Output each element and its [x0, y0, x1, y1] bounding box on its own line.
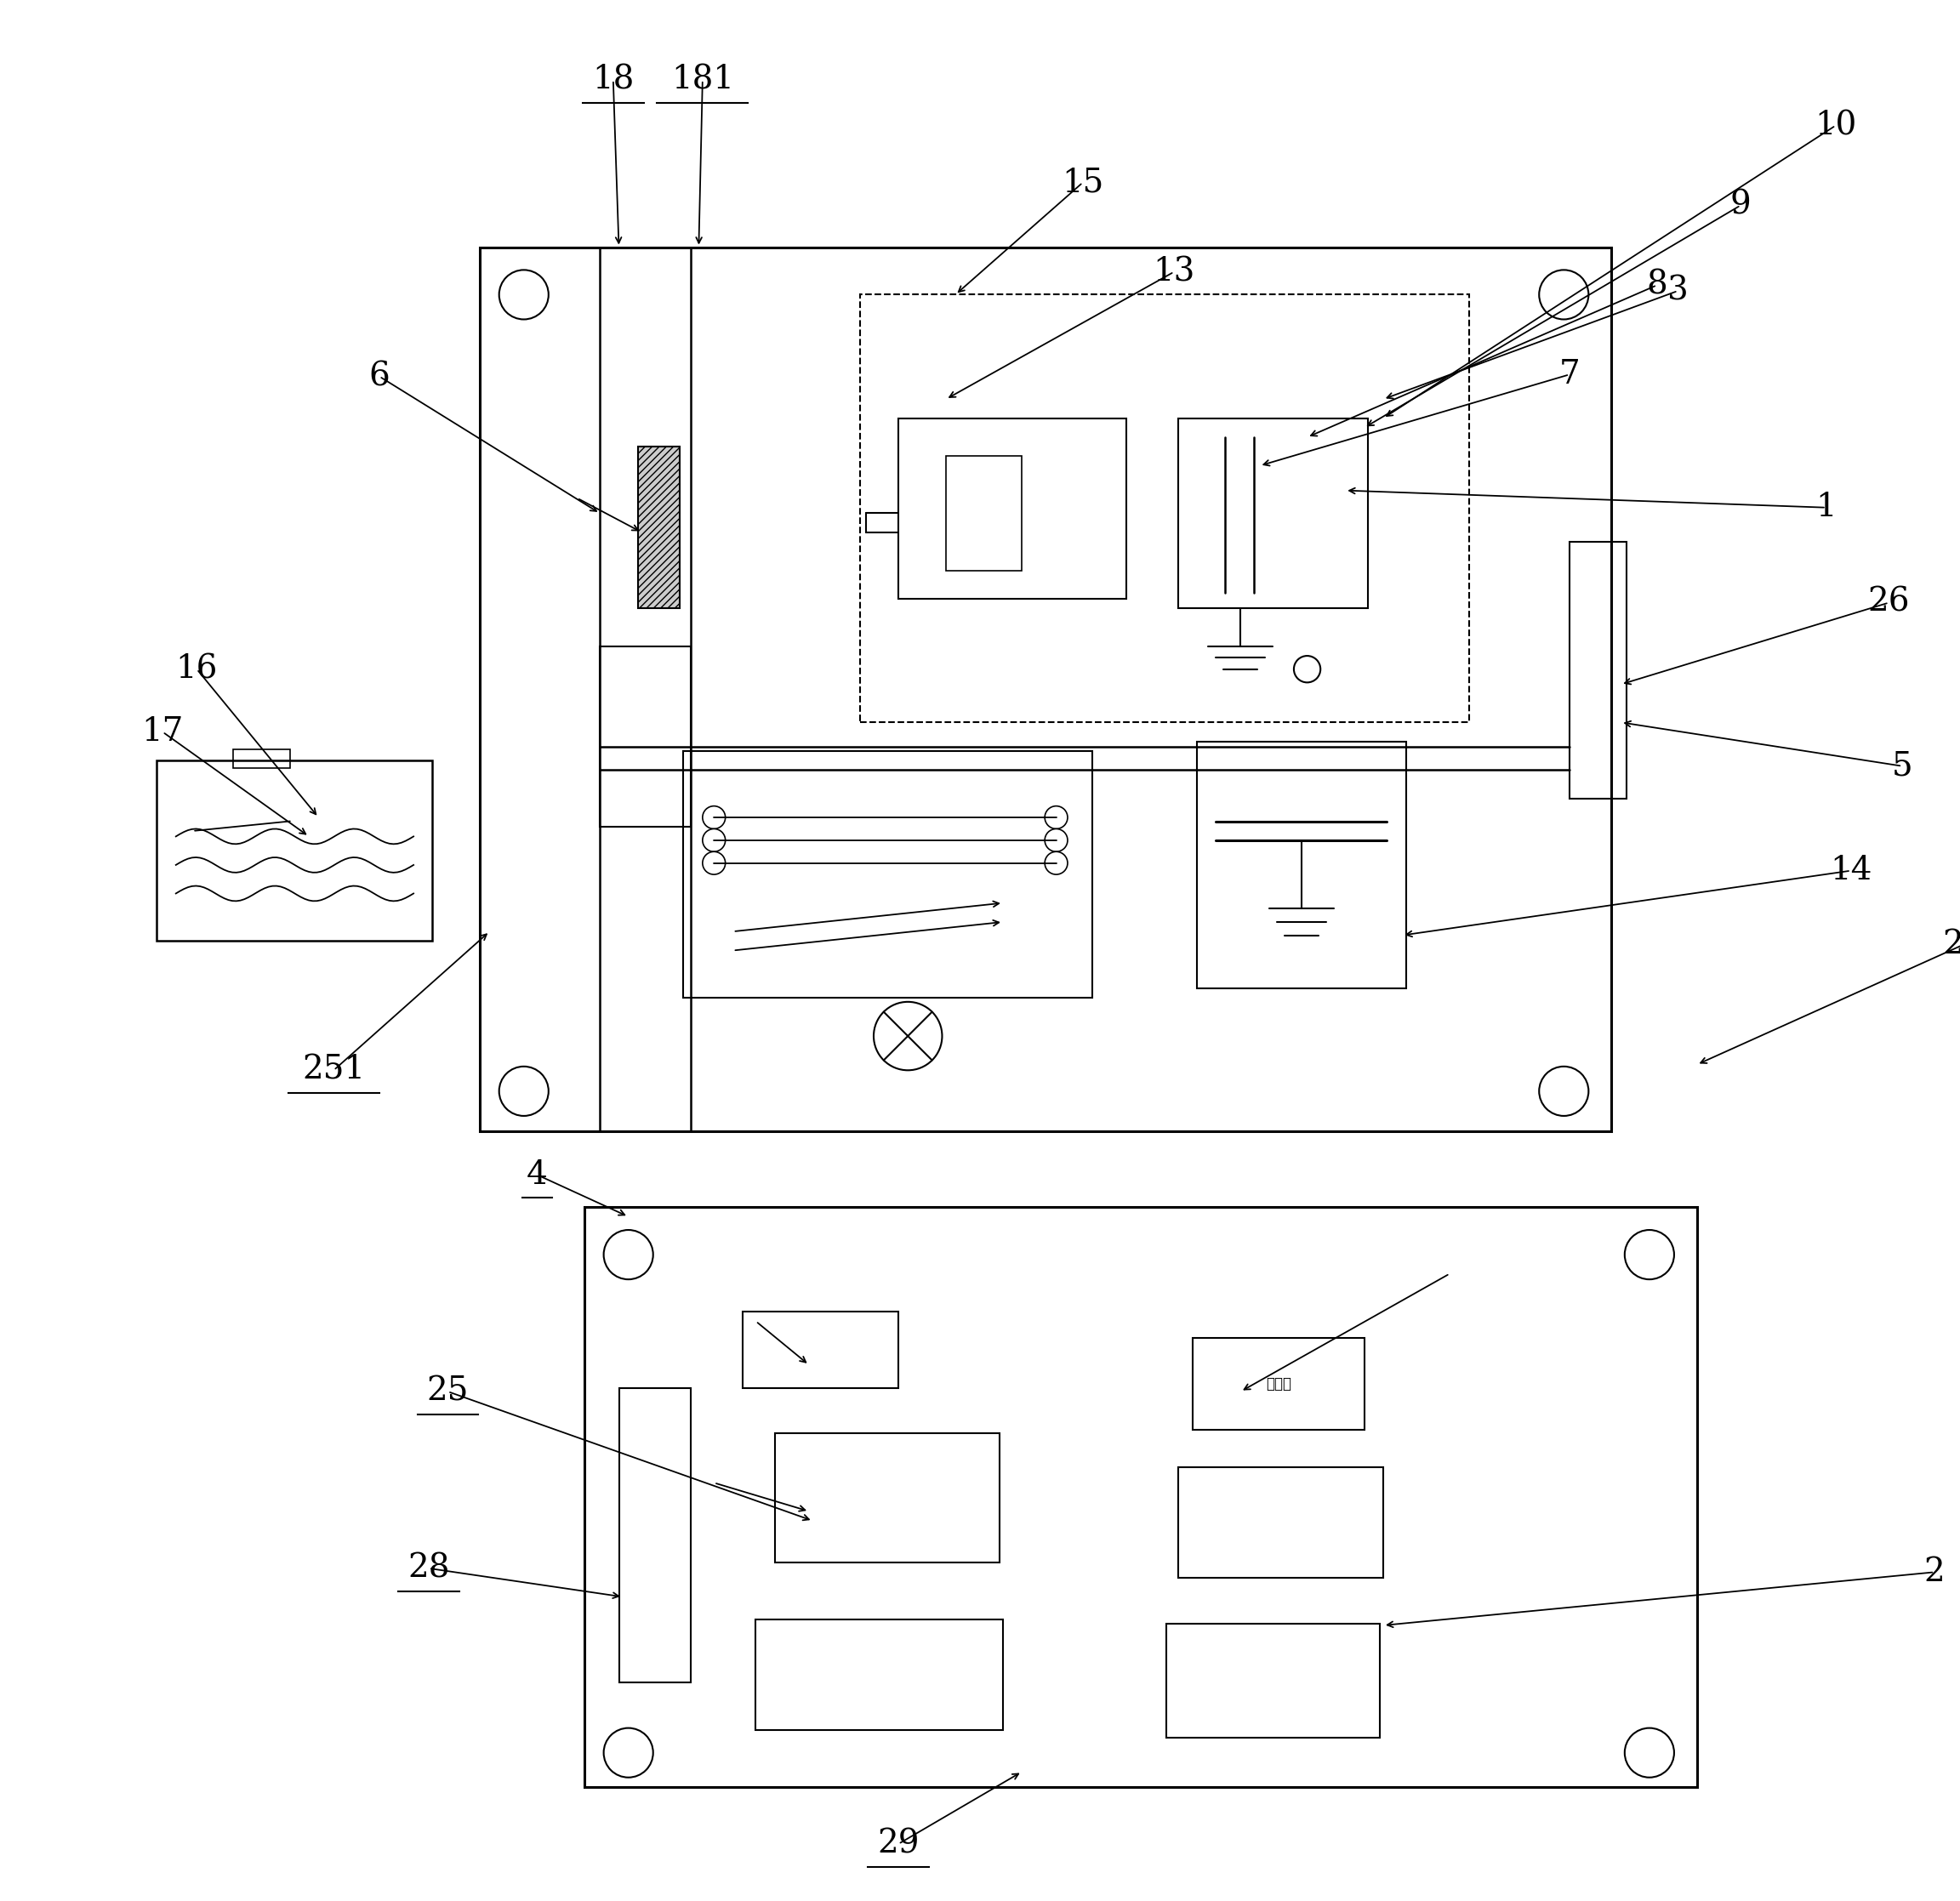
Bar: [157, 760, 433, 941]
Bar: [947, 456, 1021, 570]
Bar: [860, 295, 1468, 722]
Bar: [1570, 542, 1627, 798]
Text: 251: 251: [302, 1055, 365, 1085]
Circle shape: [1045, 829, 1068, 852]
Bar: [480, 247, 1611, 1131]
Bar: [757, 1620, 1004, 1730]
Circle shape: [1625, 1230, 1674, 1279]
Text: 14: 14: [1831, 855, 1872, 886]
Text: 10: 10: [1815, 110, 1856, 141]
Bar: [619, 1388, 692, 1682]
Circle shape: [1539, 1066, 1588, 1116]
Text: 5: 5: [1891, 751, 1913, 781]
Circle shape: [702, 806, 725, 829]
Text: 1: 1: [1815, 492, 1837, 523]
Text: 26: 26: [1868, 587, 1909, 618]
Text: 4: 4: [527, 1160, 547, 1190]
Circle shape: [1045, 852, 1068, 874]
Bar: [1178, 418, 1368, 608]
Text: 3: 3: [1668, 276, 1688, 306]
Bar: [600, 646, 692, 827]
Text: 25: 25: [427, 1376, 468, 1407]
Text: 27: 27: [1942, 930, 1960, 960]
Text: 15: 15: [1062, 167, 1103, 198]
Text: 29: 29: [878, 1829, 919, 1859]
Bar: [684, 751, 1092, 998]
Bar: [1178, 1468, 1384, 1578]
Bar: [1166, 1623, 1380, 1738]
Circle shape: [1294, 656, 1321, 682]
Text: 13: 13: [1152, 257, 1196, 287]
Circle shape: [500, 1066, 549, 1116]
Bar: [233, 749, 290, 768]
Bar: [600, 247, 692, 1131]
Circle shape: [874, 1002, 943, 1070]
Text: 7: 7: [1558, 359, 1580, 390]
Text: 6: 6: [368, 361, 390, 392]
Bar: [637, 447, 680, 608]
Text: 8: 8: [1646, 270, 1668, 300]
Circle shape: [604, 1728, 653, 1777]
Text: 17: 17: [141, 717, 184, 747]
Circle shape: [1625, 1728, 1674, 1777]
Circle shape: [702, 852, 725, 874]
Circle shape: [702, 829, 725, 852]
Circle shape: [500, 270, 549, 319]
Text: 181: 181: [670, 65, 733, 95]
Bar: [1198, 741, 1405, 989]
Text: 2: 2: [1925, 1557, 1944, 1587]
Text: 28: 28: [408, 1553, 449, 1584]
Text: 18: 18: [592, 65, 635, 95]
Text: 二维码: 二维码: [1266, 1376, 1292, 1392]
Circle shape: [604, 1230, 653, 1279]
Bar: [898, 418, 1127, 599]
Circle shape: [1539, 270, 1588, 319]
Text: 9: 9: [1731, 190, 1750, 221]
Bar: [584, 1207, 1697, 1787]
Text: 16: 16: [176, 654, 218, 684]
Bar: [1194, 1338, 1364, 1430]
Bar: [774, 1433, 1000, 1563]
Circle shape: [1045, 806, 1068, 829]
Bar: [743, 1312, 898, 1388]
